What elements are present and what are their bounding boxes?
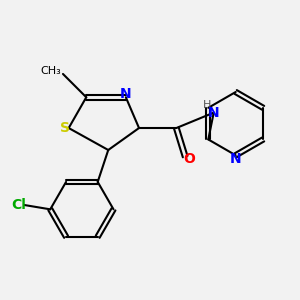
Text: S: S bbox=[60, 121, 70, 135]
Text: N: N bbox=[208, 106, 220, 120]
Text: Cl: Cl bbox=[11, 198, 26, 212]
Text: H: H bbox=[203, 100, 211, 110]
Text: N: N bbox=[230, 152, 242, 166]
Text: CH₃: CH₃ bbox=[40, 66, 61, 76]
Text: O: O bbox=[184, 152, 196, 166]
Text: N: N bbox=[120, 87, 132, 101]
